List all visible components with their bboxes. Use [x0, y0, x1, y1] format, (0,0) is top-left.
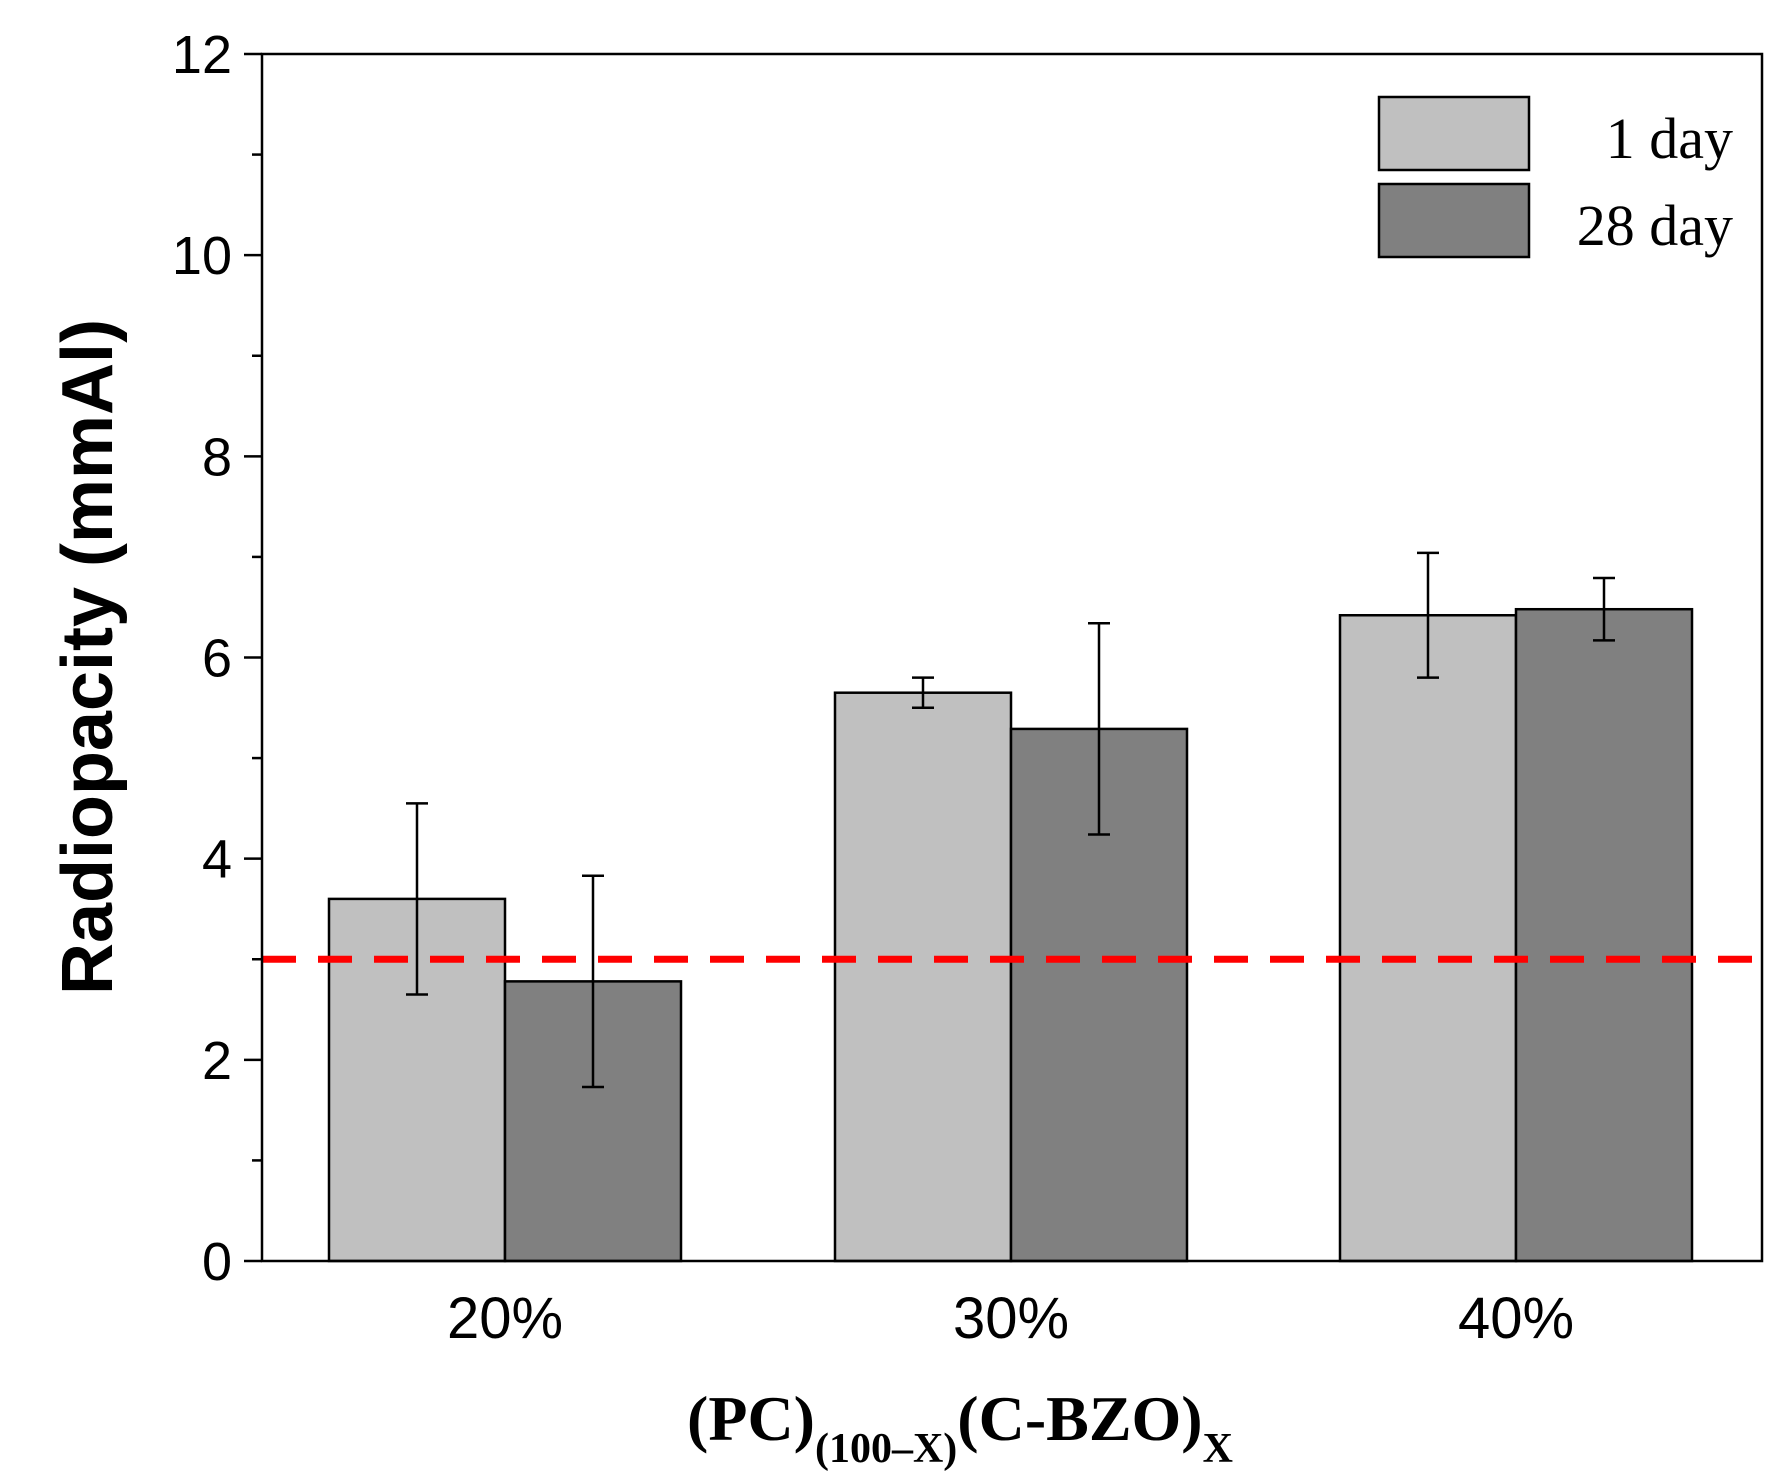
bars-group [327, 607, 1694, 1263]
legend: 1 day 28 day [1377, 95, 1733, 259]
x-axis-label-sub2: X [1203, 1426, 1233, 1472]
y-tick-label: 8 [202, 427, 232, 487]
x-axis-label: (PC)(100–X)(C-BZO)X [687, 1383, 1233, 1472]
bar-1-day-40pct [1338, 614, 1518, 1263]
legend-swatch-1-day [1377, 95, 1531, 172]
y-tick-label: 10 [172, 226, 232, 286]
x-axis-label-part2: (C-BZO) [957, 1383, 1202, 1454]
y-tick-label: 4 [202, 830, 232, 890]
y-tick-label: 12 [172, 25, 232, 85]
legend-label-1-day: 1 day [1606, 106, 1733, 171]
error-bar-1-day-30pct [912, 676, 934, 710]
x-axis-label-sub1: (100–X) [815, 1426, 957, 1472]
bar-28-day-40pct [1514, 607, 1694, 1263]
y-tick-label: 6 [202, 629, 232, 689]
error-bars-group [406, 551, 1615, 1089]
legend-swatch-28-day [1377, 182, 1531, 259]
x-category-label: 20% [447, 1286, 563, 1351]
bar-1-day-30pct [833, 691, 1013, 1263]
y-tick-labels: 0 2 4 6 8 10 12 [172, 25, 232, 1292]
error-bar-28-day-40pct [1593, 576, 1615, 642]
x-category-labels: 20% 30% 40% [447, 1286, 1574, 1351]
x-axis-label-part1: (PC) [687, 1383, 815, 1454]
legend-label-28-day: 28 day [1577, 193, 1733, 258]
error-bar-1-day-40pct [1417, 551, 1439, 679]
x-category-label: 30% [953, 1286, 1069, 1351]
y-tick-label: 0 [202, 1232, 232, 1292]
error-bar-28-day-20pct [582, 874, 604, 1089]
y-axis-ticks [244, 52, 262, 1263]
y-tick-label: 2 [202, 1031, 232, 1091]
error-bar-1-day-20pct [406, 802, 428, 996]
y-axis-label: Radiopacity (mmAl) [48, 319, 128, 995]
x-category-label: 40% [1458, 1286, 1574, 1351]
error-bar-28-day-30pct [1088, 622, 1110, 836]
